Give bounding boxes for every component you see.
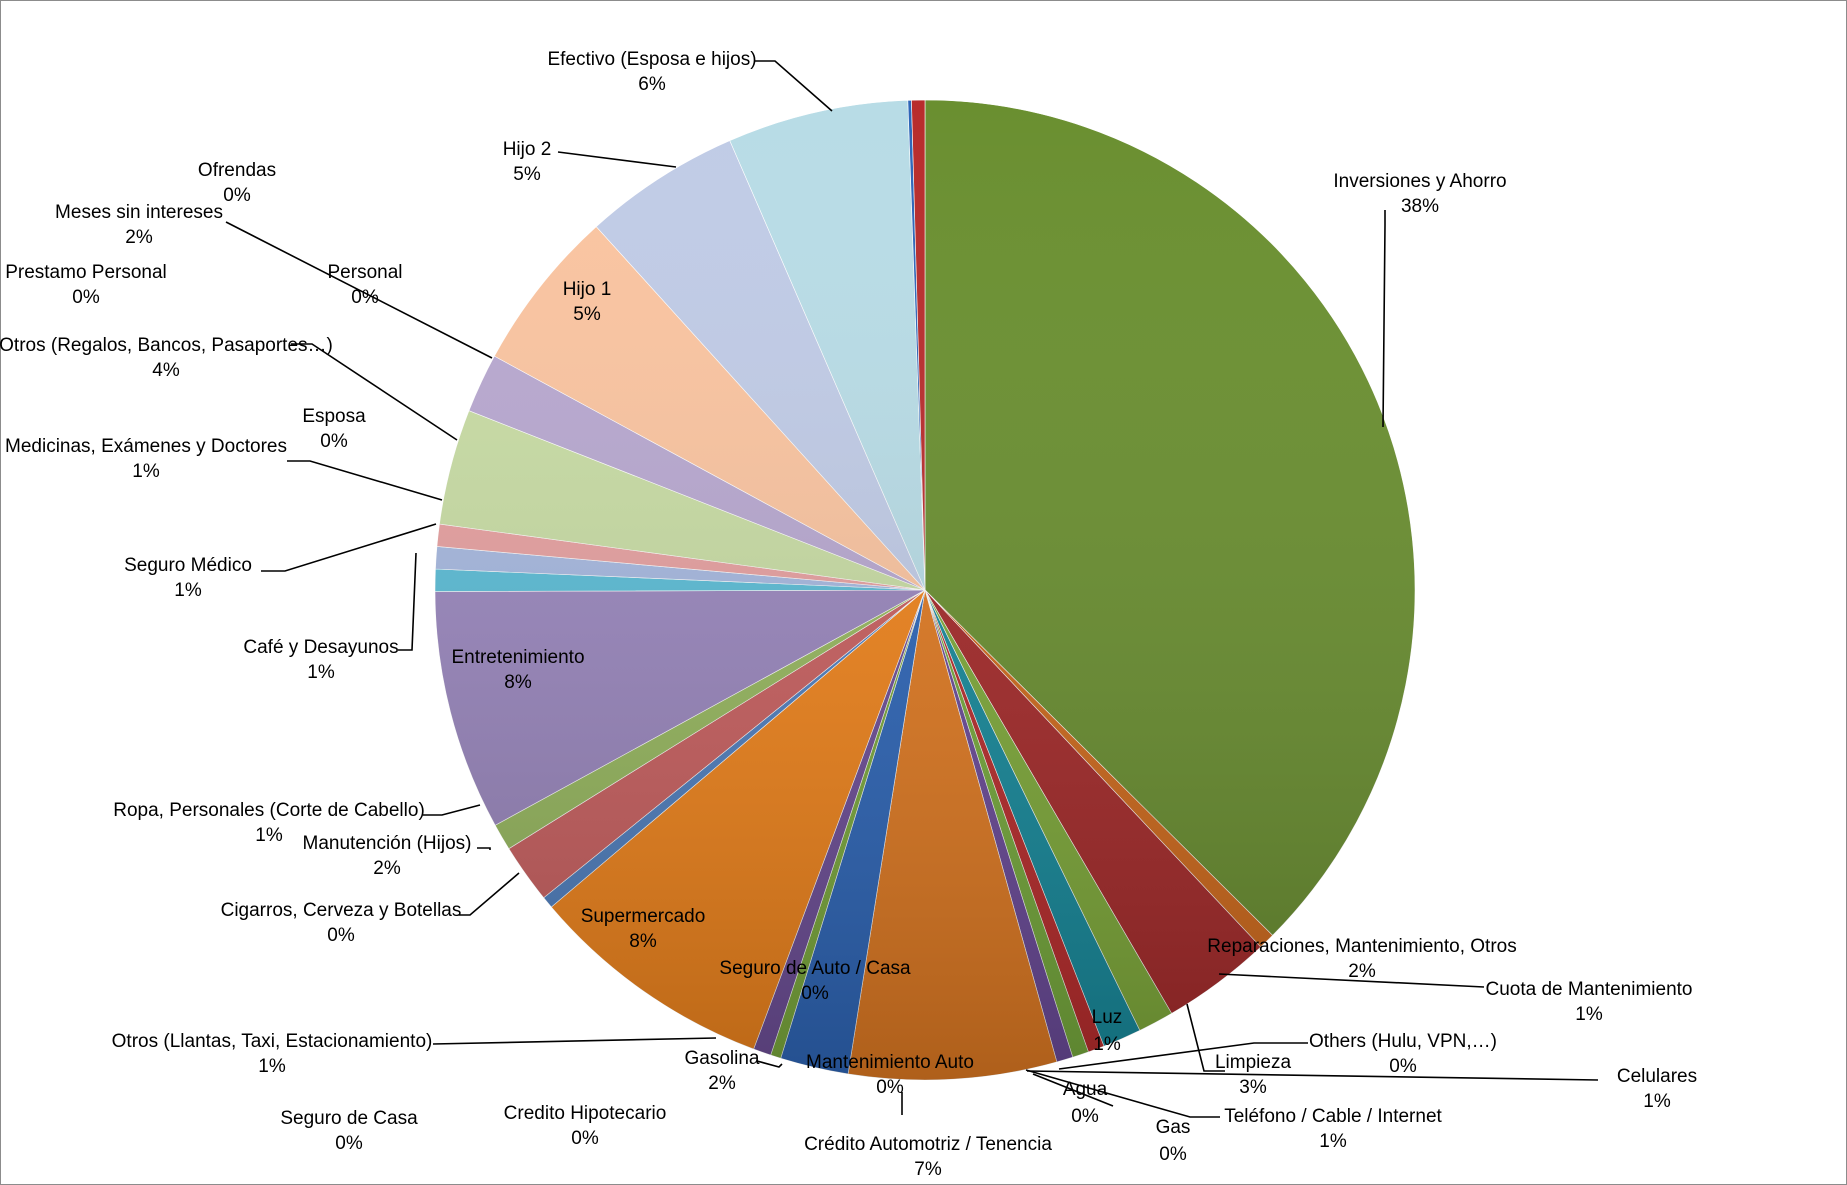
pct-ofrendas: 0%	[223, 185, 251, 206]
pct-mantenimiento-auto: 0%	[876, 1077, 904, 1098]
label-others-hulu-vpn: Others (Hulu, VPN,…)	[1309, 1031, 1497, 1052]
pct-gasolina: 2%	[708, 1073, 736, 1094]
label-cafe-y-desayunos: Café y Desayunos	[243, 637, 398, 658]
leader-line-10	[432, 1037, 717, 1045]
label-credito-automotriz-tenencia: Crédito Automotriz / Tenencia	[804, 1134, 1052, 1155]
pct-manutencion-hijos: 2%	[373, 858, 401, 879]
label-agua: Agua	[1063, 1079, 1108, 1100]
pct-others-hulu-vpn: 0%	[1389, 1056, 1417, 1077]
pct-seguro-de-casa: 0%	[335, 1133, 363, 1154]
leader-line-4	[287, 460, 443, 501]
pct-seguro-medico: 1%	[174, 580, 202, 601]
label-telefono-cable-internet: Teléfono / Cable / Internet	[1224, 1106, 1442, 1127]
label-prestamo-personal: Prestamo Personal	[5, 262, 167, 283]
leader-line-5	[261, 523, 437, 572]
pct-personal: 0%	[351, 287, 379, 308]
leader-line-13	[1032, 1073, 1114, 1107]
leader-line-2	[225, 221, 493, 359]
label-hijo-1: Hijo 1	[563, 279, 612, 300]
label-personal: Personal	[328, 262, 403, 283]
label-luz: Luz	[1092, 1007, 1123, 1028]
label-inversiones-y-ahorro: Inversiones y Ahorro	[1333, 171, 1506, 192]
pct-credito-hipotecario: 0%	[571, 1128, 599, 1149]
pct-ropa-personales-corte-de-cabello: 1%	[255, 825, 283, 846]
leader-line-1	[557, 151, 677, 168]
label-efectivo-esposa-e-hijos: Efectivo (Esposa e hijos)	[547, 49, 756, 70]
pct-medicinas-examenes-y-doctores: 1%	[132, 461, 160, 482]
leader-line-7	[423, 804, 481, 816]
label-seguro-medico: Seguro Médico	[124, 555, 252, 576]
label-supermercado: Supermercado	[581, 906, 706, 927]
pct-inversiones-y-ahorro: 38%	[1401, 196, 1439, 217]
pct-reparaciones-mantenimiento-otros: 2%	[1348, 961, 1376, 982]
label-medicinas-examenes-y-doctores: Medicinas, Exámenes y Doctores	[5, 436, 287, 457]
label-ropa-personales-corte-de-cabello: Ropa, Personales (Corte de Cabello)	[113, 800, 425, 821]
leader-line-11	[756, 1060, 783, 1068]
pct-prestamo-personal: 0%	[72, 287, 100, 308]
label-otros-llantas-taxi-estacionamiento: Otros (Llantas, Taxi, Estacionamiento)	[112, 1031, 433, 1052]
slice-labels: Efectivo (Esposa e hijos) 6% Hijo 2 5% Ofren…	[0, 49, 1697, 1180]
label-seguro-de-casa: Seguro de Casa	[280, 1108, 418, 1129]
pct-telefono-cable-internet: 1%	[1319, 1131, 1347, 1152]
pct-supermercado: 8%	[629, 931, 657, 952]
pct-hijo-2: 5%	[513, 164, 541, 185]
pct-seguro-de-auto-casa: 0%	[801, 983, 829, 1004]
label-meses-sin-intereses: Meses sin intereses	[55, 202, 223, 223]
leader-line-14	[1025, 1069, 1220, 1118]
pie-wedges	[434, 99, 1416, 1081]
label-cigarros-cerveza-y-botellas: Cigarros, Cerveza y Botellas	[221, 900, 462, 921]
label-limpieza: Limpieza	[1215, 1052, 1291, 1073]
label-manutencion-hijos: Manutención (Hijos)	[303, 833, 472, 854]
pct-otros-regalos-bancos-pasaportes: 4%	[152, 360, 180, 381]
leader-line-15	[1026, 1070, 1599, 1081]
pct-cuota-de-mantenimiento: 1%	[1575, 1004, 1603, 1025]
label-reparaciones-mantenimiento-otros: Reparaciones, Mantenimiento, Otros	[1207, 936, 1516, 957]
label-gas: Gas	[1156, 1117, 1191, 1138]
pct-limpieza: 3%	[1239, 1077, 1267, 1098]
label-seguro-de-auto-casa: Seguro de Auto / Casa	[719, 958, 911, 979]
pct-efectivo-esposa-e-hijos: 6%	[638, 74, 666, 95]
pct-credito-automotriz-tenencia: 7%	[914, 1159, 942, 1180]
pct-otros-llantas-taxi-estacionamiento: 1%	[258, 1056, 286, 1077]
leader-line-19	[1382, 210, 1386, 428]
label-otros-regalos-bancos-pasaportes: Otros (Regalos, Bancos, Pasaportes…)	[0, 335, 333, 356]
pct-hijo-1: 5%	[573, 304, 601, 325]
leader-line-0	[755, 60, 833, 112]
leader-line-17	[1058, 1042, 1308, 1070]
pct-cafe-y-desayunos: 1%	[307, 662, 335, 683]
label-entretenimiento: Entretenimiento	[451, 647, 584, 668]
label-cuota-de-mantenimiento: Cuota de Mantenimiento	[1485, 979, 1692, 1000]
pct-gas: 0%	[1159, 1144, 1187, 1165]
pct-esposa: 0%	[320, 431, 348, 452]
label-mantenimiento-auto: Mantenimiento Auto	[806, 1052, 974, 1073]
pct-celulares: 1%	[1643, 1091, 1671, 1112]
leader-lines	[225, 60, 1599, 1118]
label-ofrendas: Ofrendas	[198, 160, 276, 181]
pct-luz: 1%	[1093, 1034, 1121, 1055]
label-celulares: Celulares	[1617, 1066, 1697, 1087]
label-gasolina: Gasolina	[685, 1048, 760, 1069]
label-credito-hipotecario: Credito Hipotecario	[504, 1103, 667, 1124]
pct-entretenimiento: 8%	[504, 672, 532, 693]
leader-line-18	[1218, 973, 1485, 988]
pct-agua: 0%	[1071, 1106, 1099, 1127]
leader-line-3	[291, 343, 458, 441]
label-esposa: Esposa	[302, 406, 366, 427]
leader-line-6	[398, 552, 417, 651]
leader-line-16	[1186, 1003, 1225, 1072]
label-hijo-2: Hijo 2	[503, 139, 552, 160]
pct-meses-sin-intereses: 2%	[125, 227, 153, 248]
leader-line-9	[459, 872, 520, 916]
pct-cigarros-cerveza-y-botellas: 0%	[327, 925, 355, 946]
leader-line-8	[477, 847, 491, 850]
